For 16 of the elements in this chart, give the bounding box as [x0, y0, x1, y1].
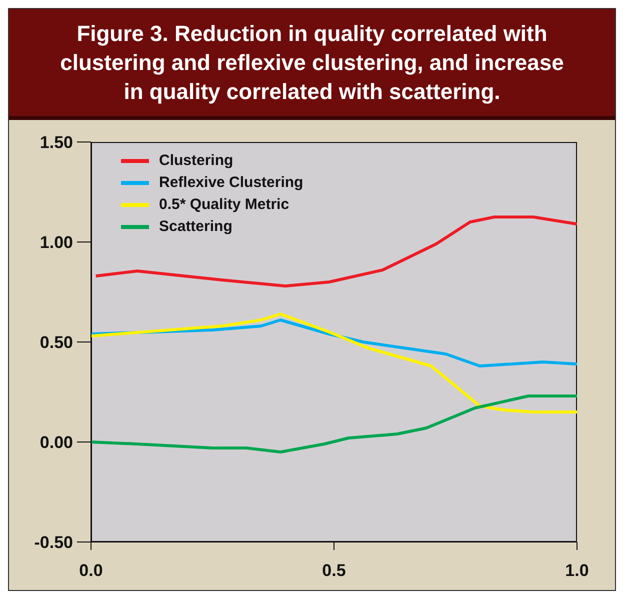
- y-tick-label: 0.00: [40, 433, 73, 452]
- line-series: [91, 312, 577, 414]
- y-tick-label: 0.50: [40, 333, 73, 352]
- chart-title: Figure 3. Reduction in quality correlated with clustering and reflexive clustering, and increase in quality correlated with scattering.: [9, 9, 615, 120]
- y-tick-label: -0.50: [34, 533, 73, 552]
- x-tick-label: 1.0: [565, 561, 589, 580]
- line-series: [91, 394, 577, 454]
- y-tick-label: 1.00: [40, 233, 73, 252]
- legend-label: Scattering: [159, 217, 232, 237]
- y-tick-label: 1.50: [40, 133, 73, 152]
- x-tick-label: 0.5: [322, 561, 346, 580]
- legend-label: 0.5* Quality Metric: [159, 195, 290, 215]
- x-tick-label: 0.0: [79, 561, 103, 580]
- legend-label: Reflexive Clustering: [159, 173, 304, 193]
- line-series: [94, 216, 577, 288]
- legend-label: Clustering: [159, 151, 234, 171]
